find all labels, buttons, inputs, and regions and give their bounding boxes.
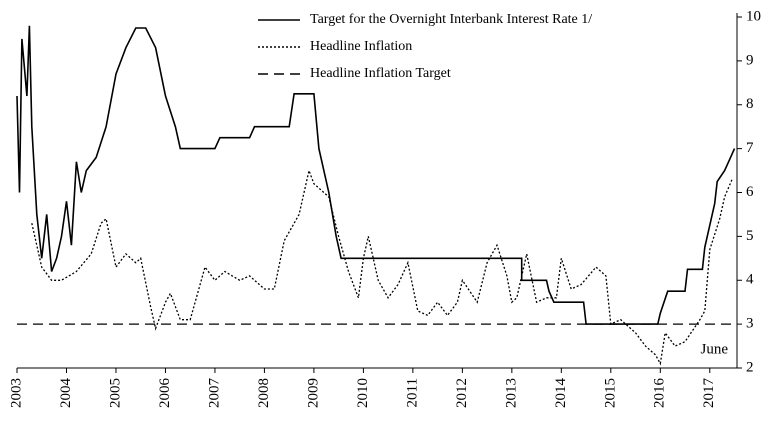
x-tick-label: 2017: [701, 378, 717, 409]
x-tick-label: 2007: [206, 378, 222, 409]
x-tick-label: 2006: [157, 378, 173, 409]
x-tick-label: 2005: [107, 378, 123, 408]
y-tick-label: 4: [746, 272, 754, 288]
legend-label: Headline Inflation: [310, 39, 412, 54]
x-tick-label: 2016: [652, 378, 668, 409]
legend-label: Target for the Overnight Interbank Inter…: [310, 12, 592, 27]
x-tick-label: 2011: [404, 378, 420, 407]
x-tick-label: 2014: [553, 378, 569, 409]
x-tick-label: 2012: [454, 378, 470, 408]
y-tick-label: 3: [746, 316, 754, 332]
x-tick-label: 2003: [8, 378, 24, 408]
x-tick-label: 2015: [602, 378, 618, 408]
y-tick-label: 10: [746, 8, 761, 24]
y-tick-label: 7: [746, 140, 754, 156]
y-tick-label: 6: [746, 184, 754, 200]
x-tick-label: 2009: [305, 378, 321, 408]
annotation: June: [701, 341, 729, 357]
y-tick-label: 8: [746, 96, 754, 112]
y-tick-label: 2: [746, 359, 754, 375]
series-line: [31, 168, 733, 366]
y-tick-label: 5: [746, 228, 754, 244]
x-tick-label: 2004: [58, 378, 74, 409]
x-tick-label: 2008: [256, 378, 272, 408]
series-line: [16, 25, 736, 325]
y-tick-label: 9: [746, 52, 754, 68]
legend: Target for the Overnight Interbank Inter…: [258, 12, 592, 81]
legend-label: Headline Inflation Target: [310, 66, 451, 81]
x-tick-label: 2010: [355, 378, 371, 408]
x-tick-label: 2013: [503, 378, 519, 408]
